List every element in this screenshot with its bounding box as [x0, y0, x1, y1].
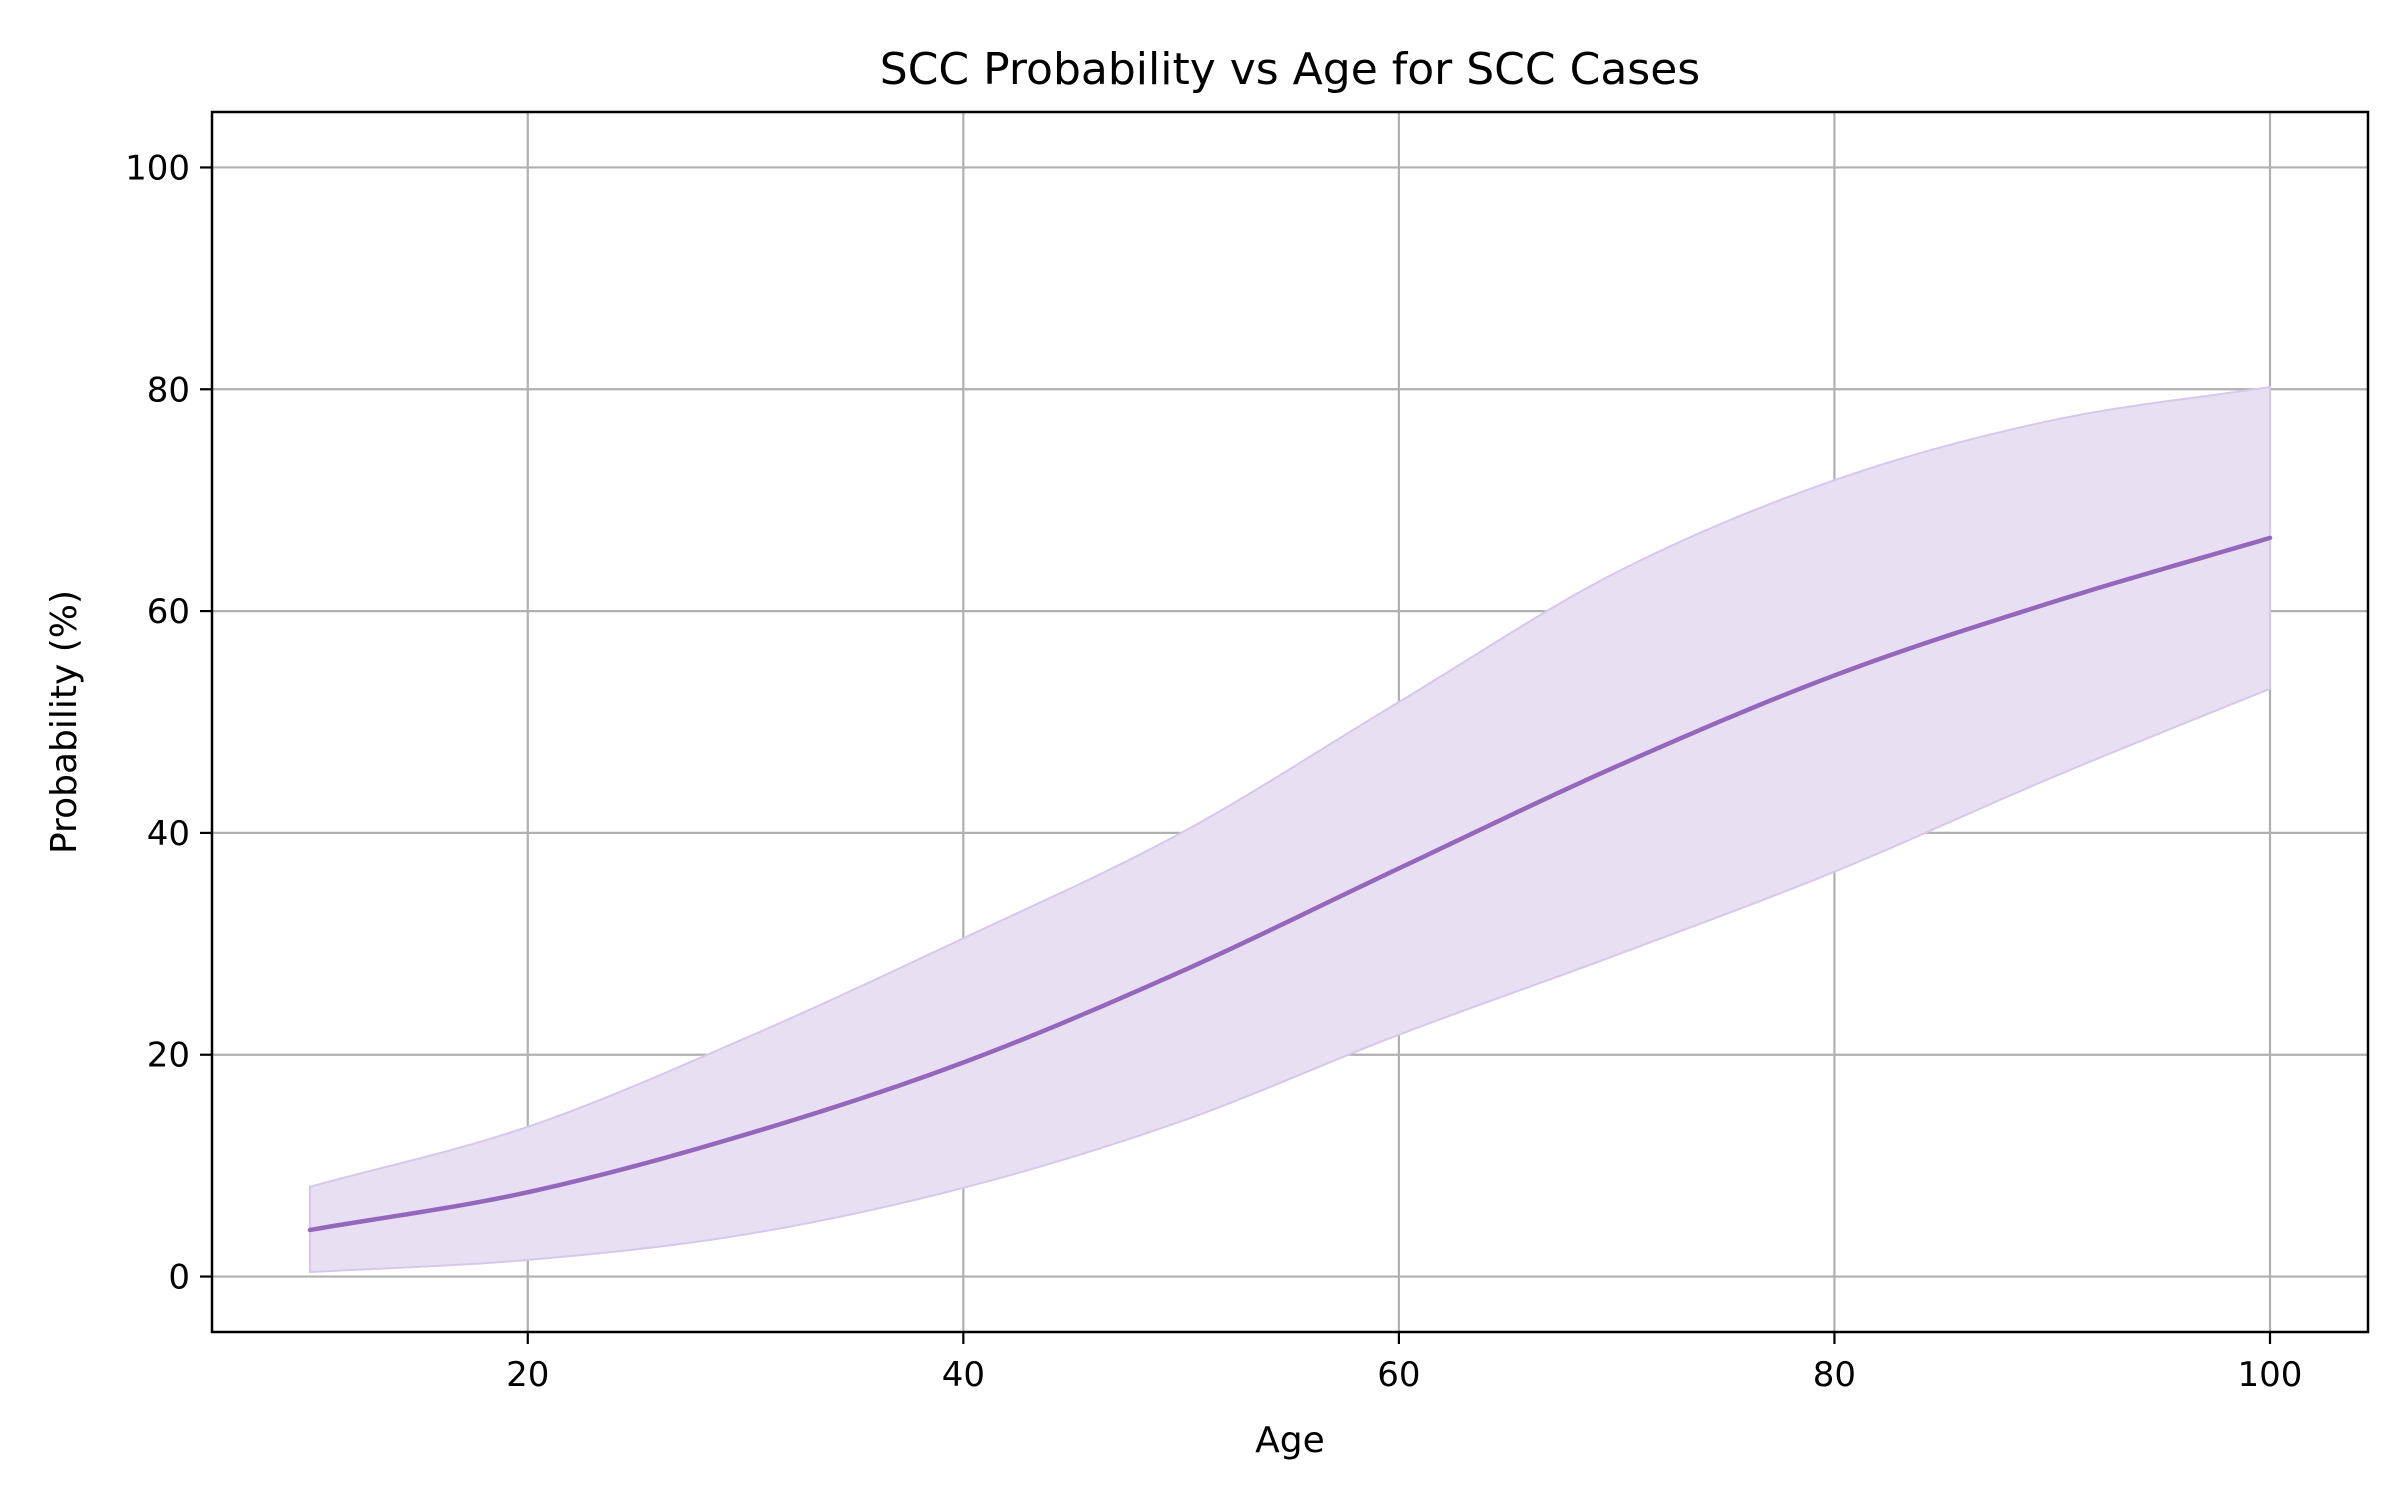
y-tick-label: 60 [147, 592, 190, 632]
series-line [307, 535, 2273, 1233]
confidence-band-layer [309, 385, 2271, 1274]
confidence-band [309, 385, 2271, 1274]
axis-ticks: 20 40 60 80 100 0 20 40 60 80 100 [125, 148, 2302, 1395]
y-tick-label: 80 [147, 370, 190, 410]
y-tick-label: 20 [147, 1036, 190, 1076]
x-tick-label: 20 [506, 1355, 549, 1395]
x-axis-label: Age [1255, 1420, 1325, 1461]
chart-title: SCC Probability vs Age for SCC Cases [880, 44, 1700, 95]
x-tick-label: 80 [1813, 1355, 1856, 1395]
y-tick-label: 0 [168, 1258, 190, 1298]
y-axis-label: Probability (%) [44, 590, 85, 854]
x-tick-label: 100 [2238, 1355, 2303, 1395]
x-tick-label: 60 [1377, 1355, 1420, 1395]
y-tick-label: 40 [147, 814, 190, 854]
x-tick-label: 40 [942, 1355, 985, 1395]
y-tick-label: 100 [125, 148, 190, 188]
plot-frame [210, 110, 2370, 1334]
series-line-layer [307, 535, 2273, 1233]
